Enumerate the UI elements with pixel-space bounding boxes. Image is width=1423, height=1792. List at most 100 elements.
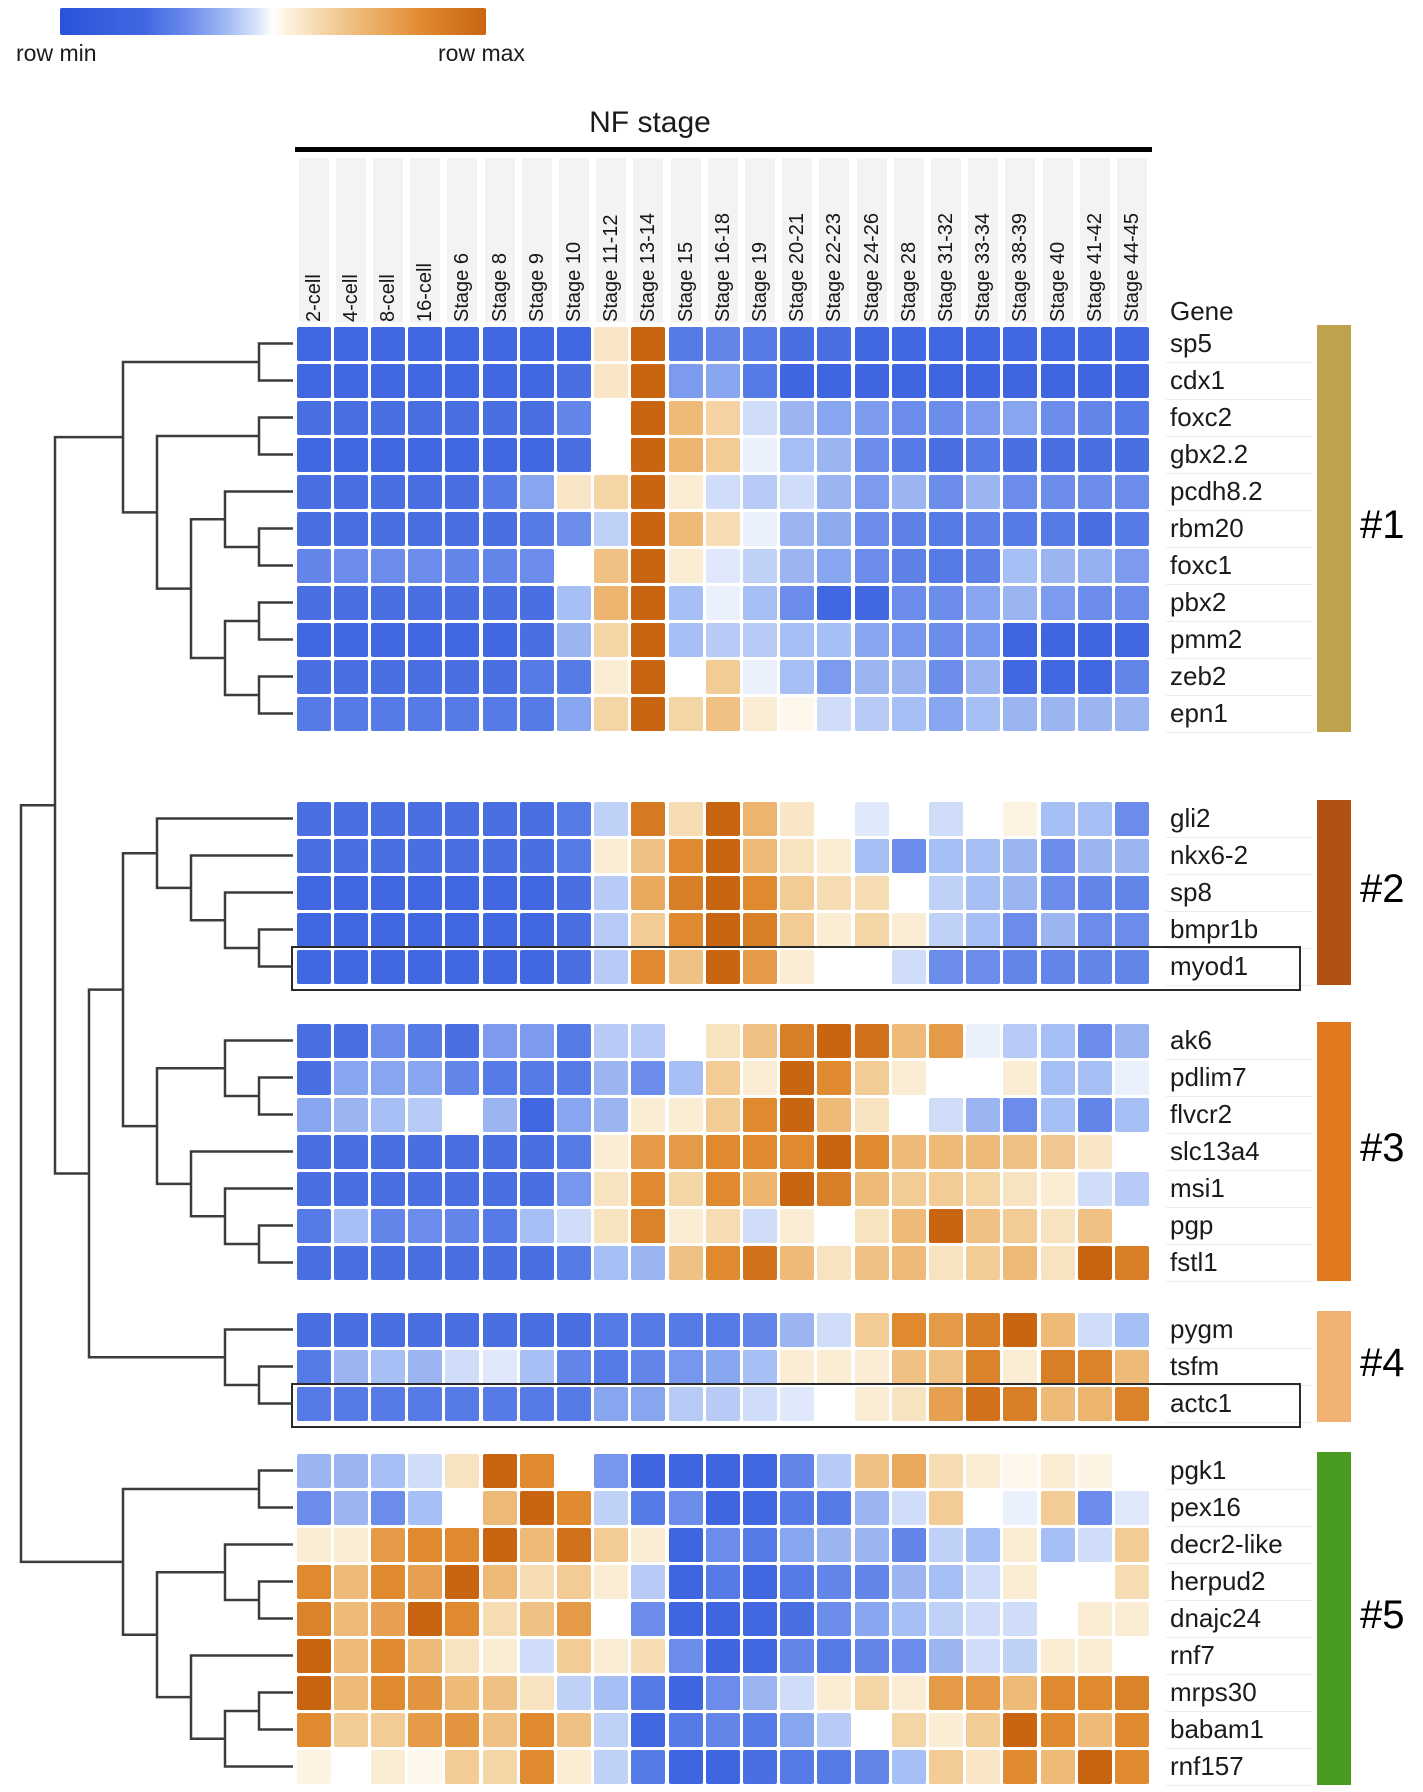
heatmap-cell: [668, 659, 703, 694]
heatmap-cell: [557, 1527, 591, 1562]
column-label: Stage 8: [488, 253, 511, 322]
heatmap-cell: [817, 1638, 852, 1673]
heatmap-cell: [705, 1097, 740, 1132]
heatmap-cell: [891, 1060, 926, 1095]
heatmap-cell: [929, 363, 963, 398]
heatmap-cell: [296, 1245, 331, 1280]
heatmap-cell: [668, 1312, 703, 1347]
heatmap-cell: [780, 696, 815, 731]
column-label-stripe: [1005, 158, 1036, 322]
gene-label: foxc1: [1170, 550, 1233, 580]
heatmap-cell: [594, 1208, 629, 1243]
column-label: Stage 22-23: [823, 213, 846, 322]
heatmap-cell: [966, 1171, 1001, 1206]
heatmap-cell: [333, 1171, 368, 1206]
heatmap-cell: [519, 1134, 554, 1169]
heatmap-cell: [817, 1023, 852, 1058]
heatmap-cell: [929, 1601, 963, 1636]
heatmap-cell: [594, 801, 629, 836]
heatmap-cell: [1003, 548, 1038, 583]
heatmap-cell: [408, 548, 443, 583]
heatmap-cell: [408, 659, 443, 694]
heatmap-cell: [1040, 659, 1075, 694]
heatmap-cell: [333, 912, 368, 947]
heatmap-cell: [929, 1245, 963, 1280]
heatmap-cell: [705, 912, 740, 947]
gene-row-rule: [1166, 1785, 1312, 1786]
heatmap-cell: [966, 474, 1001, 509]
heatmap-cell: [445, 1564, 480, 1599]
heatmap-cell: [929, 511, 963, 546]
heatmap-cell: [929, 548, 963, 583]
column-label: Stage 41-42: [1083, 213, 1106, 322]
heatmap-cell: [780, 585, 815, 620]
heatmap-cell: [408, 511, 443, 546]
heatmap-cell: [1077, 912, 1112, 947]
heatmap-cell: [557, 400, 591, 435]
heatmap-cell: [296, 801, 331, 836]
heatmap-cell: [631, 875, 666, 910]
heatmap-cell: [594, 949, 629, 984]
heatmap-cell: [408, 1134, 443, 1169]
heatmap-cell: [743, 326, 777, 361]
heatmap-cell: [1040, 1386, 1075, 1421]
heatmap-cell: [445, 622, 480, 657]
legend-min-label: row min: [16, 40, 97, 66]
heatmap-cell: [519, 511, 554, 546]
heatmap-cell: [631, 1675, 666, 1710]
heatmap-cell: [333, 1675, 368, 1710]
heatmap-cell: [705, 474, 740, 509]
heatmap-cell: [817, 1675, 852, 1710]
heatmap-cell: [929, 1490, 963, 1525]
heatmap-cell: [296, 1490, 331, 1525]
heatmap-cell: [594, 1349, 629, 1384]
heatmap-cell: [780, 1490, 815, 1525]
heatmap-cell: [519, 1097, 554, 1132]
heatmap-cell: [631, 1245, 666, 1280]
heatmap-cell: [780, 363, 815, 398]
heatmap-cell: [296, 1097, 331, 1132]
heatmap-cell: [408, 326, 443, 361]
heatmap-cell: [445, 1097, 480, 1132]
heatmap-cell: [705, 1601, 740, 1636]
heatmap-cell: [482, 1097, 517, 1132]
heatmap-cell: [631, 1712, 666, 1747]
heatmap-cell: [817, 801, 852, 836]
heatmap-cell: [482, 1638, 517, 1673]
heatmap-cell: [891, 363, 926, 398]
column-label: Stage 20-21: [786, 213, 809, 322]
heatmap-cell: [817, 1453, 852, 1488]
gene-row-rule: [1166, 510, 1312, 511]
heatmap-cell: [854, 949, 889, 984]
heatmap-cell: [371, 474, 405, 509]
heatmap-cell: [929, 1453, 963, 1488]
heatmap-cell: [817, 875, 852, 910]
heatmap-cell: [445, 801, 480, 836]
heatmap-cell: [1040, 1171, 1075, 1206]
heatmap-cell: [333, 1060, 368, 1095]
heatmap-cell: [371, 1601, 405, 1636]
heatmap-cell: [594, 1171, 629, 1206]
heatmap-cell: [333, 696, 368, 731]
heatmap-cell: [780, 622, 815, 657]
heatmap-cell: [519, 949, 554, 984]
gene-label: pdlim7: [1170, 1062, 1247, 1092]
heatmap-cell: [296, 1386, 331, 1421]
heatmap-cell: [594, 1749, 629, 1784]
heatmap-cell: [519, 1453, 554, 1488]
heatmap-cell: [557, 838, 591, 873]
heatmap-cell: [519, 696, 554, 731]
heatmap-cell: [445, 1171, 480, 1206]
heatmap-cell: [1003, 1601, 1038, 1636]
heatmap-cell: [854, 1134, 889, 1169]
heatmap-cell: [557, 1601, 591, 1636]
heatmap-cell: [668, 1208, 703, 1243]
heatmap-cell: [557, 585, 591, 620]
gene-row-rule: [1166, 1385, 1312, 1386]
heatmap-cell: [966, 912, 1001, 947]
heatmap-cell: [743, 1386, 777, 1421]
heatmap-cell: [631, 1208, 666, 1243]
heatmap-cell: [371, 437, 405, 472]
heatmap-cell: [817, 363, 852, 398]
heatmap-cell: [817, 838, 852, 873]
